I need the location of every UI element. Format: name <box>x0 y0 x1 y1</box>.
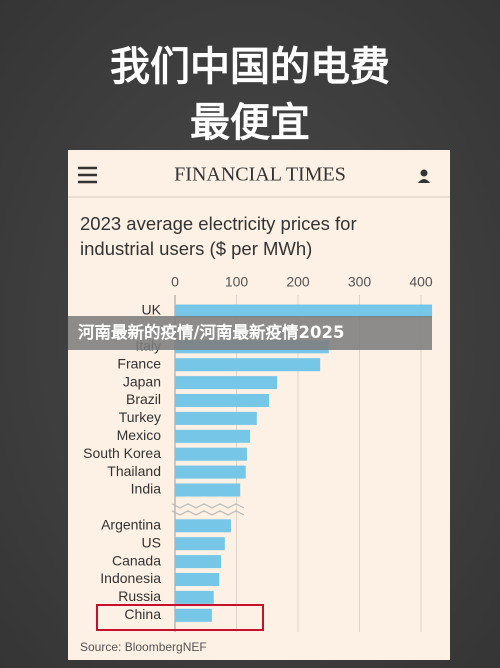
x-tick-label: 400 <box>409 274 433 290</box>
bar <box>175 573 220 586</box>
bar <box>175 608 212 622</box>
y-tick-label: US <box>142 534 161 550</box>
bar <box>175 394 270 407</box>
highlight-box <box>96 604 264 631</box>
y-tick-label: Indonesia <box>100 570 161 586</box>
x-tick-label: 100 <box>225 274 249 290</box>
x-tick-label: 300 <box>348 274 372 290</box>
banner: 河南最新的疫情/河南最新疫情2025 <box>68 316 432 350</box>
y-tick-label: China <box>124 606 161 622</box>
y-tick-label: France <box>117 355 161 371</box>
bar <box>175 465 246 479</box>
bar <box>175 304 433 318</box>
y-tick-label: Thailand <box>107 463 161 479</box>
y-tick-label: Canada <box>112 552 161 568</box>
bar <box>175 555 222 569</box>
x-tick-label: 200 <box>286 274 310 290</box>
y-tick-label: Argentina <box>101 517 161 533</box>
bar <box>175 537 225 551</box>
headline: 我们中国的电费 <box>110 44 390 90</box>
y-tick-label: Russia <box>118 588 161 604</box>
bar <box>175 590 214 604</box>
axis-break <box>171 503 245 516</box>
bar <box>175 447 247 461</box>
x-tick-label: 0 <box>171 274 179 290</box>
menu-icon[interactable] <box>78 166 97 184</box>
bar <box>175 519 231 533</box>
bar <box>175 411 257 425</box>
y-tick-label: Brazil <box>126 391 161 407</box>
bar <box>175 483 241 497</box>
y-tick-label: UK <box>142 302 162 318</box>
y-tick-label: Mexico <box>117 427 162 443</box>
bar <box>175 376 278 390</box>
chart-title: 2023 average electricity prices for indu… <box>80 213 357 259</box>
bar <box>175 358 321 372</box>
account-icon[interactable] <box>418 169 430 184</box>
y-tick-label: India <box>131 481 162 497</box>
bar <box>175 429 251 443</box>
y-tick-label: South Korea <box>83 445 161 461</box>
y-tick-label: Japan <box>123 373 161 389</box>
source: Source: BloombergNEF <box>80 640 207 654</box>
brand: FINANCIAL TIMES <box>174 164 346 186</box>
y-tick-label: Turkey <box>119 409 161 425</box>
headline: 最便宜 <box>190 100 310 146</box>
